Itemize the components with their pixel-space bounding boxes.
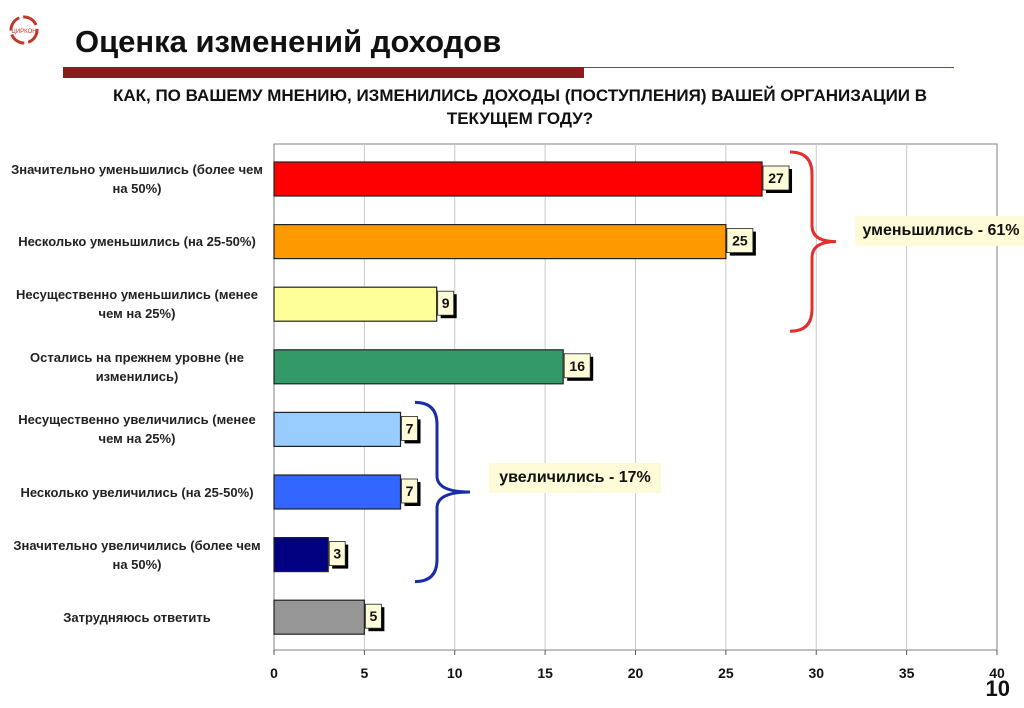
category-label: Остались на прежнем уровне (не изменилис… bbox=[30, 349, 244, 384]
logo-icon: ЦИРКОН bbox=[9, 15, 39, 45]
bar bbox=[273, 286, 438, 322]
survey-question: КАК, ПО ВАШЕМУ МНЕНИЮ, ИЗМЕНИЛИСЬ ДОХОДЫ… bbox=[112, 86, 928, 128]
category-label: Несущественно увеличились (менее чем на … bbox=[18, 412, 256, 447]
category-label: Несколько уменьшились (на 25-50%) bbox=[18, 234, 256, 250]
page-title: Оценка изменений доходов bbox=[75, 24, 502, 59]
category-label: Несколько увеличились (на 25-50%) bbox=[20, 484, 254, 500]
svg-text:ЦИРКОН: ЦИРКОН bbox=[11, 29, 36, 35]
x-tick-label: 20 bbox=[628, 665, 644, 681]
summary-box: увеличились - 17% bbox=[489, 463, 661, 493]
x-tick-label: 10 bbox=[447, 665, 463, 681]
data-label-box bbox=[328, 541, 346, 566]
data-label-box bbox=[563, 353, 591, 379]
data-label-box bbox=[364, 603, 382, 629]
x-tick-label: 25 bbox=[718, 665, 734, 681]
x-tick-label: 40 bbox=[989, 665, 1005, 681]
data-label-box bbox=[726, 228, 754, 254]
x-tick-label: 35 bbox=[899, 665, 915, 681]
bar bbox=[273, 474, 402, 510]
data-label-box bbox=[437, 290, 455, 316]
bar bbox=[273, 161, 763, 197]
category-label: Значительно уменьшились (более чем на 50… bbox=[11, 162, 263, 196]
x-tick-label: 5 bbox=[360, 665, 368, 681]
curly-brace bbox=[414, 400, 471, 584]
curly-brace bbox=[789, 150, 837, 333]
title-rule-thin bbox=[584, 67, 954, 68]
x-tick-label: 0 bbox=[270, 665, 278, 681]
data-label-box bbox=[762, 165, 790, 191]
data-label: 7 bbox=[406, 483, 414, 499]
x-tick-label: 30 bbox=[808, 665, 824, 681]
title-rule-thick bbox=[63, 67, 584, 78]
category-label: Затрудняюсь ответить bbox=[63, 609, 211, 625]
bar bbox=[273, 599, 365, 635]
page-number: 10 bbox=[985, 676, 1010, 701]
x-tick-label: 15 bbox=[537, 665, 553, 681]
data-label: 27 bbox=[768, 170, 784, 186]
summary-box: уменьшились - 61% bbox=[855, 216, 1024, 246]
data-label: 7 bbox=[406, 420, 414, 436]
data-label-box bbox=[401, 415, 418, 441]
category-label: Значительно увеличились (более чем на 50… bbox=[13, 537, 261, 572]
bar bbox=[273, 349, 564, 385]
data-label: 3 bbox=[333, 546, 341, 562]
data-label-box bbox=[401, 478, 418, 504]
data-label: 9 bbox=[442, 295, 450, 311]
bar bbox=[273, 411, 402, 447]
category-label: Несущественно уменьшились (менее чем на … bbox=[16, 287, 258, 322]
data-label: 25 bbox=[732, 233, 748, 249]
data-label: 16 bbox=[569, 358, 585, 374]
data-label: 5 bbox=[369, 608, 377, 624]
bar bbox=[273, 224, 727, 260]
bar bbox=[273, 536, 329, 573]
